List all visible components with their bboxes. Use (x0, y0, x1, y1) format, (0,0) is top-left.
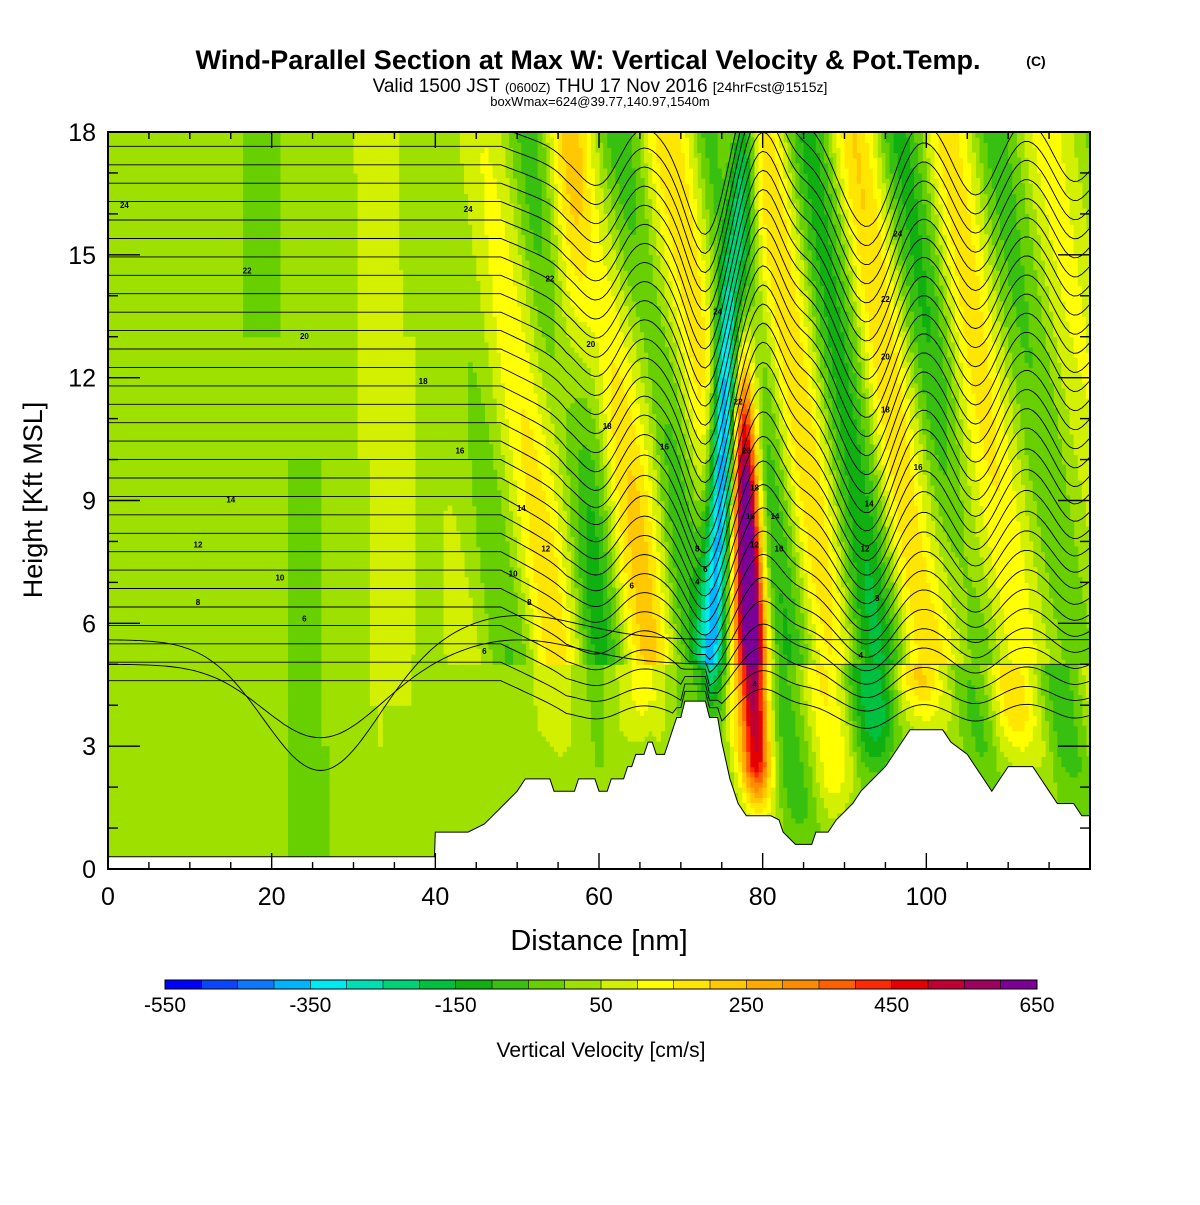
theta-contour-label: 16 (914, 463, 923, 472)
colorbar-swatch (855, 980, 892, 989)
theta-contour-label: 18 (603, 422, 612, 431)
theta-contour-label: 18 (881, 406, 890, 415)
theta-contour-label: 18 (750, 483, 759, 492)
colorbar-tick-label: 650 (1019, 994, 1054, 1017)
colorbar-tick-label: 450 (874, 994, 909, 1017)
theta-contour-label: 16 (455, 447, 464, 456)
colorbar-swatch (310, 980, 347, 989)
theta-contour-label: 20 (586, 340, 595, 349)
colorbar-swatch (674, 980, 711, 989)
colorbar-swatch (819, 980, 856, 989)
colorbar (165, 980, 1037, 989)
colorbar-swatch (201, 980, 238, 989)
theta-contour-label: 10 (509, 569, 518, 578)
theta-contour-label: 22 (545, 275, 554, 284)
theta-contour-label: 4 (695, 578, 700, 587)
colorbar-swatch (347, 980, 384, 989)
theta-contour-label: 24 (464, 205, 473, 214)
x-tick-label: 20 (258, 883, 286, 911)
colorbar-ticks: -550 -350 -150 50 250 450 650 (144, 994, 1055, 1017)
x-tick-label: 100 (905, 883, 947, 911)
theta-contour-label: 8 (196, 598, 201, 607)
colorbar-swatch (274, 980, 311, 989)
theta-contour-label: 6 (482, 647, 487, 656)
colorbar-swatch (419, 980, 456, 989)
y-tick-label: 15 (68, 242, 96, 270)
theta-contour-label: 4 (859, 651, 864, 660)
theta-contour-label: 24 (120, 201, 129, 210)
y-tick-label: 3 (82, 733, 96, 761)
colorbar-swatch (456, 980, 493, 989)
y-tick-label: 0 (82, 856, 96, 884)
theta-contour-label: 12 (750, 541, 759, 550)
colorbar-swatch (601, 980, 638, 989)
theta-contour-label: 6 (703, 565, 708, 574)
y-tick-label: 12 (68, 365, 96, 393)
theta-contour-label: 22 (243, 266, 252, 275)
theta-contour-label: 10 (275, 573, 284, 582)
theta-contour-label: 24 (893, 230, 902, 239)
y-tick-label: 18 (68, 119, 96, 147)
valid-time: Valid 1500 JST (373, 76, 501, 97)
theta-contour-label: 14 (770, 512, 779, 521)
colorbar-swatch (892, 980, 929, 989)
colorbar-swatch (637, 980, 674, 989)
theta-contour-label: 14 (226, 496, 235, 505)
theta-contour-label: 12 (861, 545, 870, 554)
colorbar-swatch (528, 980, 565, 989)
theta-contour-label: 8 (875, 594, 880, 603)
colorbar-swatch (565, 980, 602, 989)
colorbar-tick-label: 50 (589, 994, 612, 1017)
colorbar-swatch (492, 980, 529, 989)
colorbar-label: Vertical Velocity [cm/s] (497, 1039, 706, 1062)
theta-contour-label: 16 (746, 512, 755, 521)
copyright-mark: (C) (1026, 53, 1045, 69)
colorbar-tick-label: 250 (729, 994, 764, 1017)
colorbar-swatch (383, 980, 420, 989)
colorbar-swatch (964, 980, 1001, 989)
colorbar-swatch (783, 980, 820, 989)
theta-contour-label: 6 (302, 614, 307, 623)
colorbar-swatch (1001, 980, 1038, 989)
colorbar-tick-label: -550 (144, 994, 186, 1017)
theta-contour-label: 22 (881, 295, 890, 304)
theta-contour-label: 4 (752, 680, 757, 689)
x-axis-label: Distance [nm] (510, 925, 687, 957)
y-tick-label: 6 (82, 610, 96, 638)
theta-contour-label: 12 (541, 545, 550, 554)
colorbar-swatch (165, 980, 202, 989)
theta-contour-label: 24 (713, 307, 722, 316)
x-tick-label: 80 (749, 883, 777, 911)
theta-contour-label: 22 (734, 397, 743, 406)
colorbar-tick-label: -350 (289, 994, 331, 1017)
colorbar-swatch (710, 980, 747, 989)
colorbar-swatch (928, 980, 965, 989)
theta-contour-label: 8 (527, 598, 532, 607)
colorbar-tick-label: -150 (435, 994, 477, 1017)
forecast-info: [24hrFcst@1515z] (713, 79, 828, 95)
theta-contour-label: 20 (300, 332, 309, 341)
colorbar-swatch (746, 980, 783, 989)
y-axis-label: Height [Kft MSL] (18, 402, 48, 599)
x-tick-label: 60 (585, 883, 613, 911)
theta-contour-label: 14 (517, 504, 526, 513)
theta-contour-label: 6 (629, 582, 634, 591)
y-tick-label: 9 (82, 488, 96, 516)
theta-contour-label: 14 (865, 500, 874, 509)
chart-title: Wind-Parallel Section at Max W: Vertical… (196, 45, 981, 75)
theta-contour-label: 20 (742, 447, 751, 456)
colorbar-swatch (238, 980, 275, 989)
theta-contour-label: 10 (775, 545, 784, 554)
theta-contour-label: 18 (419, 377, 428, 386)
x-tick-label: 40 (421, 883, 449, 911)
theta-contour-label: 16 (660, 442, 669, 451)
theta-contour-label: 12 (194, 541, 203, 550)
x-tick-label: 0 (101, 883, 115, 911)
theta-contour-label: 8 (695, 545, 700, 554)
box-wmax-info: boxWmax=624@39.77,140.97,1540m (490, 94, 710, 109)
valid-utc: (0600Z) (505, 80, 551, 95)
theta-contour-label: 20 (881, 352, 890, 361)
